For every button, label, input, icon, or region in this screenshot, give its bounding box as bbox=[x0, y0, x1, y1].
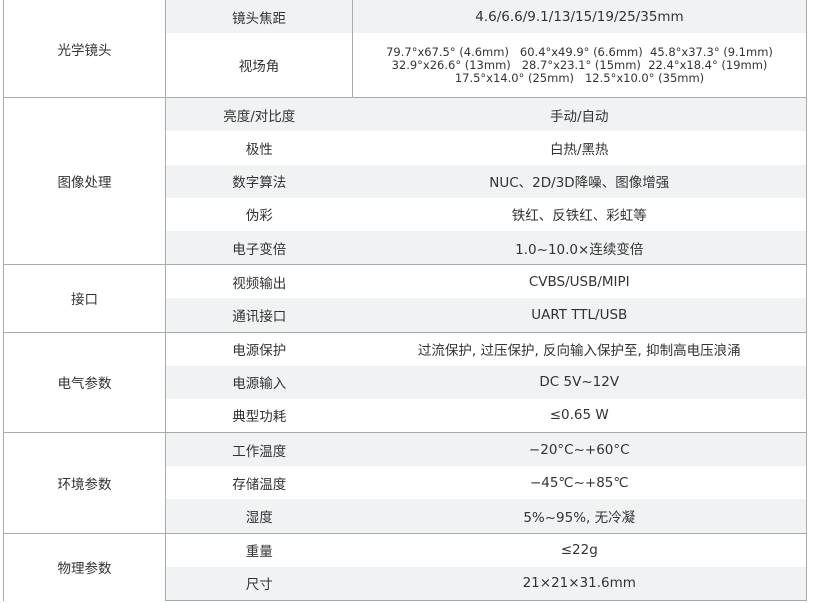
spec-label: 视频输出 bbox=[165, 264, 353, 299]
spec-value: 5%~95%, 无冷凝 bbox=[352, 499, 807, 534]
spec-value: −20°C~+60°C bbox=[352, 432, 807, 467]
spec-label: 极性 bbox=[245, 141, 273, 158]
group-label: 环境参数 bbox=[3, 432, 166, 534]
spec-label: 重量 bbox=[165, 532, 353, 567]
spec-row: 典型功耗 ≤0.65 W bbox=[4, 398, 807, 434]
group-label: 物理参数 bbox=[3, 532, 166, 601]
spec-row: 电气参数 电源保护 过流保护, 过压保护, 反向输入保护至, 抑制高电压浪涌 bbox=[3, 331, 807, 433]
spec-value: ≤0.65 W bbox=[352, 398, 807, 434]
spec-value: 1.0~10.0×连续变倍 bbox=[352, 230, 807, 266]
group-label: 电气参数 bbox=[3, 331, 166, 433]
fov-line: 17.5°x14.0° (25mm) 12.5°x10.0° (35mm) bbox=[454, 70, 705, 85]
spec-table: 光学镜头 镜头焦距 4.6/6.6/9.1/13/15/19/25/35mm 视场角 7… bbox=[3, 0, 807, 601]
spec-value: ≤22g bbox=[352, 532, 807, 567]
spec-label: 电源保护 bbox=[165, 331, 353, 366]
spec-label: 电源输入 bbox=[165, 365, 353, 399]
spec-label: 尺寸 bbox=[165, 566, 353, 601]
spec-label: 镜头焦距 bbox=[165, 0, 353, 34]
fov-line: 79.7°x67.5° (4.6mm) 60.4°x49.9° (6.6mm) … bbox=[386, 44, 773, 59]
spec-row: 接口 视频输出 CVBS/USB/MIPI bbox=[3, 264, 807, 332]
spec-value: 手动/自动 bbox=[352, 97, 807, 132]
spec-label: 湿度 bbox=[165, 499, 353, 534]
spec-value: UART TTL/USB bbox=[352, 298, 807, 333]
spec-row: 环境参数 工作温度 −20°C~+60°C bbox=[3, 432, 807, 534]
spec-value: CVBS/USB/MIPI bbox=[352, 264, 807, 299]
spec-row: 视场角 79.7°x67.5° (4.6mm) 60.4°x49.9° (6.6m… bbox=[4, 33, 807, 99]
spec-label: 亮度/对比度 bbox=[165, 97, 353, 132]
spec-value: 4.6/6.6/9.1/13/15/19/25/35mm bbox=[352, 0, 807, 34]
fov-line: 32.9°x26.6° (13mm) 28.7°x23.1° (15mm) 22… bbox=[391, 57, 768, 72]
spec-row: 数字算法 NUC、2D/3D降噪、图像增强 bbox=[4, 164, 807, 198]
spec-row: 光学镜头 镜头焦距 4.6/6.6/9.1/13/15/19/25/35mm bbox=[3, 0, 807, 98]
spec-value: 21×21×31.6mm bbox=[352, 566, 807, 601]
spec-value: 79.7°x67.5° (4.6mm) 60.4°x49.9° (6.6mm) … bbox=[352, 33, 807, 99]
spec-row: 存储温度 −45℃~+85℃ bbox=[4, 466, 807, 500]
spec-row: 伪彩 铁红、反铁红、彩虹等 bbox=[4, 197, 807, 231]
spec-value: DC 5V~12V bbox=[352, 365, 807, 399]
spec-row: 尺寸 21×21×31.6mm bbox=[4, 566, 807, 601]
spec-value: NUC、2D/3D降噪、图像增强 bbox=[352, 164, 807, 198]
spec-row: 通讯接口 UART TTL/USB bbox=[4, 298, 807, 333]
group-label: 图像处理 bbox=[3, 97, 166, 265]
spec-row: 电子变倍 1.0~10.0×连续变倍 bbox=[4, 230, 807, 266]
spec-label: 视场角 bbox=[165, 33, 353, 99]
spec-value: 白热/黑热 bbox=[352, 131, 807, 165]
spec-row: 电源输入 DC 5V~12V bbox=[4, 365, 807, 399]
spec-label: 通讯接口 bbox=[165, 298, 353, 333]
spec-row: 物理参数 重量 ≤22g bbox=[3, 532, 807, 601]
spec-row: 湿度 5%~95%, 无冷凝 bbox=[4, 499, 807, 534]
group-label: 接口 bbox=[3, 264, 166, 332]
spec-value: −45℃~+85℃ bbox=[352, 466, 807, 500]
group-label: 光学镜头 bbox=[3, 0, 166, 98]
spec-label: 工作温度 bbox=[165, 432, 353, 467]
spec-label: 伪彩 bbox=[245, 208, 273, 225]
spec-row: 图像处理 亮度/对比度 手动/自动 bbox=[3, 97, 807, 265]
spec-label: 电子变倍 bbox=[165, 230, 353, 266]
spec-value: 过流保护, 过压保护, 反向输入保护至, 抑制高电压浪涌 bbox=[352, 331, 807, 366]
spec-row: 极性 白热/黑热 bbox=[4, 131, 807, 165]
spec-label: 典型功耗 bbox=[165, 398, 353, 434]
spec-label: 数字算法 bbox=[165, 164, 353, 198]
spec-value: 铁红、反铁红、彩虹等 bbox=[352, 197, 807, 231]
spec-label: 存储温度 bbox=[232, 476, 287, 493]
